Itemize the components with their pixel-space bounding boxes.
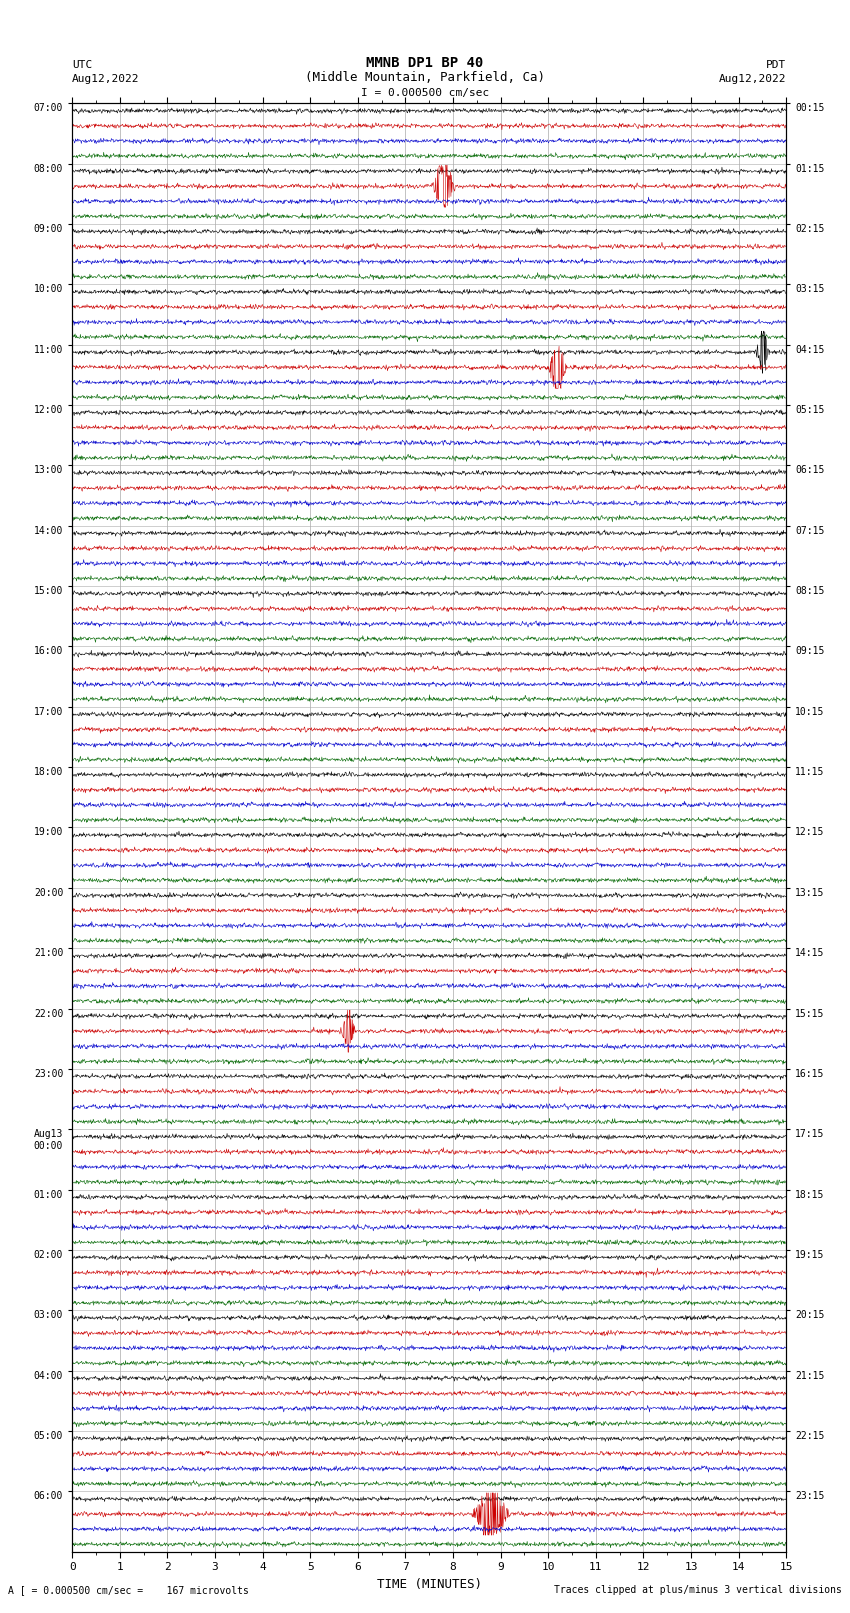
Text: I = 0.000500 cm/sec: I = 0.000500 cm/sec bbox=[361, 87, 489, 97]
Text: PDT: PDT bbox=[766, 60, 786, 71]
Text: MMNB DP1 BP 40: MMNB DP1 BP 40 bbox=[366, 56, 484, 71]
Text: UTC: UTC bbox=[72, 60, 93, 71]
Text: Aug12,2022: Aug12,2022 bbox=[72, 74, 139, 84]
Text: Aug12,2022: Aug12,2022 bbox=[719, 74, 786, 84]
X-axis label: TIME (MINUTES): TIME (MINUTES) bbox=[377, 1578, 482, 1590]
Text: Traces clipped at plus/minus 3 vertical divisions: Traces clipped at plus/minus 3 vertical … bbox=[553, 1586, 842, 1595]
Text: (Middle Mountain, Parkfield, Ca): (Middle Mountain, Parkfield, Ca) bbox=[305, 71, 545, 84]
Text: A [ = 0.000500 cm/sec =    167 microvolts: A [ = 0.000500 cm/sec = 167 microvolts bbox=[8, 1586, 249, 1595]
